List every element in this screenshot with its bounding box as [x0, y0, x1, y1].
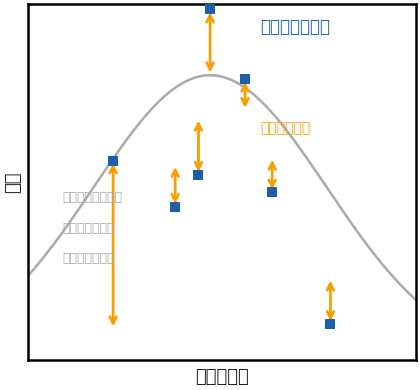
Text: 活性に影響する: 活性に影響する — [63, 222, 115, 234]
Text: 場吆の理論活性: 場吆の理論活性 — [63, 252, 115, 265]
X-axis label: 基質親和性: 基質親和性 — [195, 368, 249, 386]
Text: 基質親和性のみが: 基質親和性のみが — [63, 191, 123, 204]
Y-axis label: 活性: 活性 — [4, 171, 22, 193]
Text: 実際の酵素活性: 実際の酵素活性 — [260, 18, 331, 36]
Text: 新因子の影響: 新因子の影響 — [260, 122, 311, 136]
